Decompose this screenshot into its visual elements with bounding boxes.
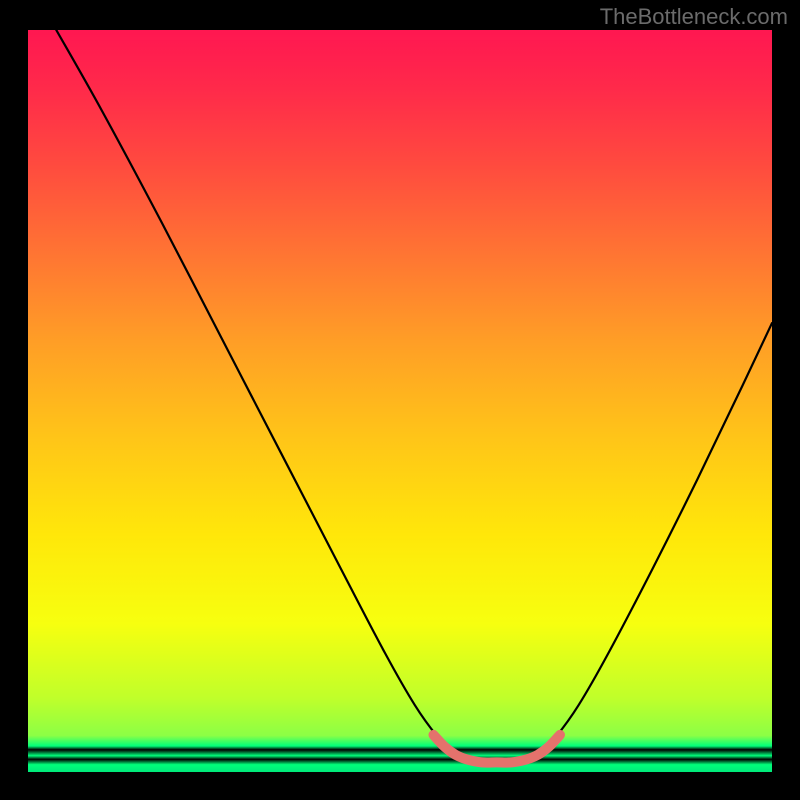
chart-stage: TheBottleneck.com	[0, 0, 800, 800]
gradient-background	[28, 30, 772, 772]
bottleneck-plot	[0, 0, 800, 800]
